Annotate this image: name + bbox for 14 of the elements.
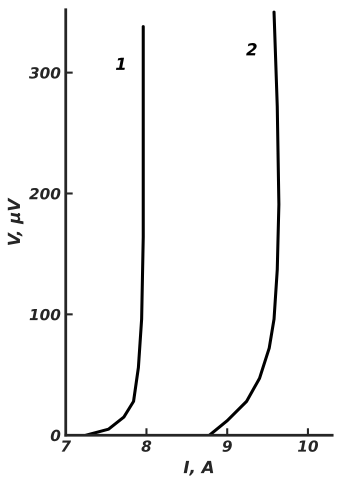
x-axis-title: I, A — [184, 460, 214, 476]
line-series — [208, 10, 280, 436]
y-axis-title: V, μV — [8, 198, 24, 246]
y-tick-label: 100 — [30, 308, 60, 320]
x-tick-label: 9 — [222, 440, 232, 452]
y-tick-label: 200 — [29, 188, 60, 200]
y-tick-label: 0 — [50, 430, 60, 442]
series-label: 1 — [116, 58, 125, 70]
line-series — [84, 25, 145, 436]
x-tick-label: 8 — [141, 440, 152, 452]
y-tick-label: 300 — [28, 67, 60, 79]
x-tick-label: 10 — [298, 440, 318, 452]
x-tick-label: 7 — [62, 440, 72, 452]
series-label: 2 — [246, 43, 257, 56]
